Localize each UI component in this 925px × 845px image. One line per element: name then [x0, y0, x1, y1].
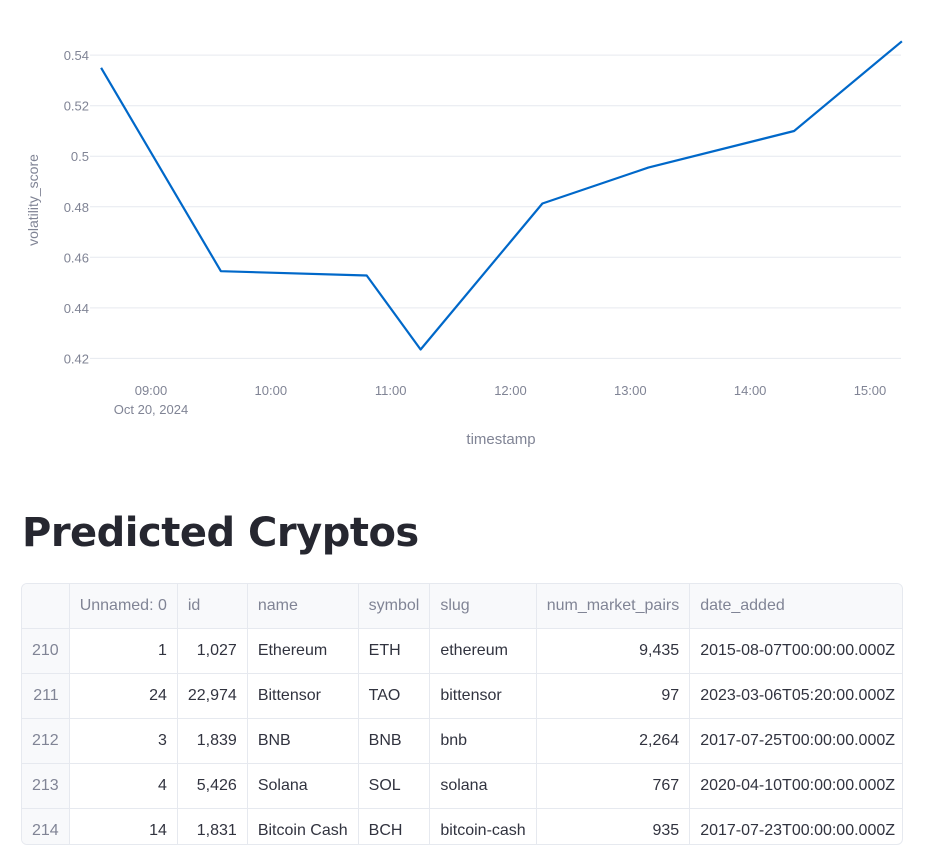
- y-tick-label: 0.42: [64, 351, 89, 366]
- table-cell[interactable]: TAO: [358, 674, 430, 719]
- column-header[interactable]: date_added: [690, 584, 903, 629]
- table-cell[interactable]: bitcoin-cash: [430, 809, 536, 845]
- table-cell[interactable]: ETH: [358, 629, 430, 674]
- x-tick-date-label: Oct 20, 2024: [114, 402, 188, 417]
- x-tick-label: 14:00: [734, 383, 767, 398]
- table-cell[interactable]: BNB: [247, 719, 358, 764]
- table-cell[interactable]: solana: [430, 764, 536, 809]
- y-axis-label: volatility_score: [25, 154, 41, 246]
- y-tick-label: 0.5: [71, 149, 89, 164]
- table-cell[interactable]: 2,264: [536, 719, 690, 764]
- y-tick-label: 0.44: [64, 301, 89, 316]
- column-header[interactable]: slug: [430, 584, 536, 629]
- x-tick-label: 13:00: [614, 383, 647, 398]
- table-cell[interactable]: 2015-08-07T00:00:00.000Z: [690, 629, 903, 674]
- table-cell[interactable]: 5,426: [177, 764, 247, 809]
- table-cell[interactable]: 2017-07-25T00:00:00.000Z: [690, 719, 903, 764]
- x-tick-label: 15:00: [854, 383, 887, 398]
- table-cell[interactable]: Solana: [247, 764, 358, 809]
- table-cell[interactable]: ethereum: [430, 629, 536, 674]
- table-cell[interactable]: 2020-04-10T00:00:00.000Z: [690, 764, 903, 809]
- x-tick-label: 10:00: [255, 383, 288, 398]
- table-cell[interactable]: 22,974: [177, 674, 247, 719]
- index-column-header: [22, 584, 69, 629]
- table-cell[interactable]: 9,435: [536, 629, 690, 674]
- table-cell[interactable]: BNB: [358, 719, 430, 764]
- x-axis-label: timestamp: [466, 431, 535, 448]
- table-cell[interactable]: BCH: [358, 809, 430, 845]
- table-cell[interactable]: 2017-07-23T00:00:00.000Z: [690, 809, 903, 845]
- y-tick-label: 0.54: [64, 48, 89, 63]
- row-index-cell: 214: [22, 809, 69, 845]
- y-tick-label: 0.46: [64, 250, 89, 265]
- volatility-line-chart[interactable]: 0.42 0.44 0.46 0.48 0.5 0.52 0.54 09:00 10:00 11…: [0, 0, 925, 470]
- column-header[interactable]: name: [247, 584, 358, 629]
- column-header[interactable]: id: [177, 584, 247, 629]
- row-index-cell: 211: [22, 674, 69, 719]
- row-index-cell: 213: [22, 764, 69, 809]
- x-tick-label: 09:00: [135, 383, 168, 398]
- row-index-cell: 210: [22, 629, 69, 674]
- table-cell[interactable]: Bittensor: [247, 674, 358, 719]
- table-cell[interactable]: 14: [69, 809, 177, 845]
- y-tick-label: 0.52: [64, 99, 89, 114]
- y-tick-label: 0.48: [64, 200, 89, 215]
- table-cell[interactable]: 3: [69, 719, 177, 764]
- table-cell[interactable]: 2023-03-06T05:20:00.000Z: [690, 674, 903, 719]
- row-index-cell: 212: [22, 719, 69, 764]
- table-cell[interactable]: Ethereum: [247, 629, 358, 674]
- table-cell[interactable]: 97: [536, 674, 690, 719]
- table-cell[interactable]: 1,027: [177, 629, 247, 674]
- table-cell[interactable]: 935: [536, 809, 690, 845]
- table-cell[interactable]: bnb: [430, 719, 536, 764]
- table-cell[interactable]: bittensor: [430, 674, 536, 719]
- table-cell[interactable]: 1,831: [177, 809, 247, 845]
- table-cell[interactable]: Bitcoin Cash: [247, 809, 358, 845]
- table-cell[interactable]: 4: [69, 764, 177, 809]
- column-header[interactable]: num_market_pairs: [536, 584, 690, 629]
- table-cell[interactable]: 1: [69, 629, 177, 674]
- column-header[interactable]: symbol: [358, 584, 430, 629]
- x-tick-label: 11:00: [375, 383, 407, 398]
- volatility-line[interactable]: [101, 41, 902, 349]
- column-header[interactable]: Unnamed: 0: [69, 584, 177, 629]
- table-cell[interactable]: SOL: [358, 764, 430, 809]
- x-tick-label: 12:00: [494, 383, 527, 398]
- table-cell[interactable]: 1,839: [177, 719, 247, 764]
- table-cell[interactable]: 24: [69, 674, 177, 719]
- section-title: Predicted Cryptos: [22, 510, 419, 556]
- table-cell[interactable]: 767: [536, 764, 690, 809]
